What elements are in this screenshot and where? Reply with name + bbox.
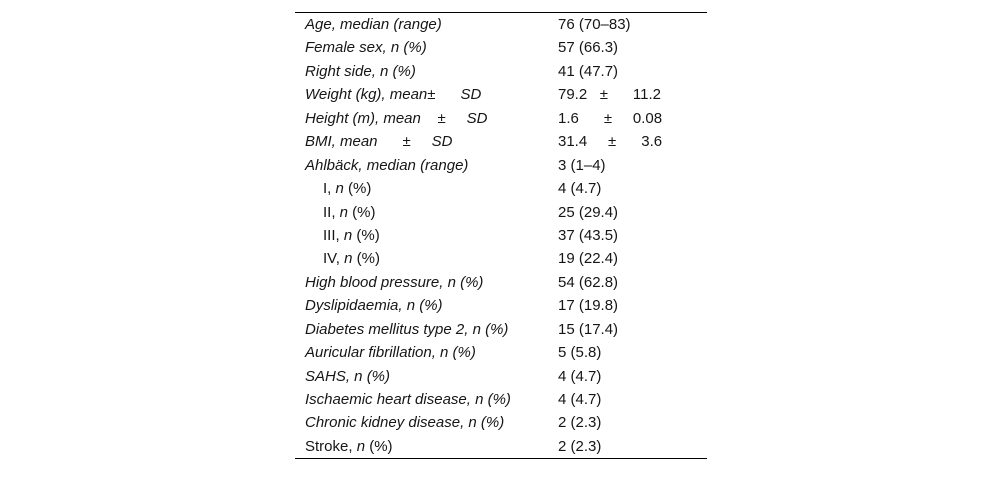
row-value: 2 (2.3) bbox=[558, 437, 602, 455]
row-value: 4 (4.7) bbox=[558, 391, 602, 408]
row-value: 37 (43.5) bbox=[558, 226, 619, 244]
label-segment: n bbox=[344, 250, 353, 268]
row-label: Right side, n (%) bbox=[295, 60, 558, 83]
row-value: 57 (66.3) bbox=[558, 39, 619, 57]
row-value: 5 (5.8) bbox=[558, 344, 602, 362]
label-segment: I, bbox=[323, 180, 336, 198]
label-segment: Height (m), mean ± SD bbox=[305, 109, 488, 127]
table-row: Right side, n (%) 41 (47.7) bbox=[295, 60, 707, 83]
patient-characteristics-table: Age, median (range) 76 (70–83) Female se… bbox=[295, 12, 707, 460]
table-row: SAHS, n (%) 4 (4.7) bbox=[295, 365, 707, 388]
row-value: 79.2 ± 11.2 bbox=[558, 86, 662, 104]
label-segment: IV, bbox=[323, 250, 345, 268]
label-segment: Dyslipidaemia, n (%) bbox=[305, 297, 443, 315]
table-row: III, n (%) 37 (43.5) bbox=[295, 224, 707, 247]
label-segment: Female sex, n (%) bbox=[305, 39, 427, 57]
row-value: 4 (4.7) bbox=[558, 180, 602, 198]
label-segment: Diabetes mellitus type 2, n (%) bbox=[305, 320, 509, 338]
row-label: I, n (%) bbox=[295, 177, 558, 200]
label-segment: Stroke, bbox=[305, 437, 357, 455]
table-row: I, n (%) 4 (4.7) bbox=[295, 177, 707, 200]
label-segment: II, bbox=[323, 203, 340, 221]
table-row: Auricular fibrillation, n (%) 5 (5.8) bbox=[295, 341, 707, 364]
table-row: Ischaemic heart disease, n (%) 4 (4.7) bbox=[295, 388, 707, 411]
row-value: 2 (2.3) bbox=[558, 414, 602, 432]
row-label: Auricular fibrillation, n (%) bbox=[295, 341, 558, 364]
table-row: High blood pressure, n (%) 54 (62.8) bbox=[295, 271, 707, 294]
row-label: II, n (%) bbox=[295, 201, 558, 224]
row-label: Ischaemic heart disease, n (%) bbox=[295, 388, 558, 411]
row-value: 25 (29.4) bbox=[558, 203, 619, 221]
label-segment: BMI, mean ± SD bbox=[305, 133, 453, 151]
row-label: Diabetes mellitus type 2, n (%) bbox=[295, 318, 558, 341]
label-segment: High blood pressure, n (%) bbox=[305, 273, 484, 291]
row-value: 17 (19.8) bbox=[558, 297, 619, 315]
row-label: Chronic kidney disease, n (%) bbox=[295, 411, 558, 434]
label-segment: Auricular fibrillation, n (%) bbox=[305, 344, 476, 362]
row-label: Stroke, n (%) bbox=[295, 435, 558, 458]
label-segment: n bbox=[339, 203, 349, 221]
label-segment: n bbox=[356, 437, 366, 455]
row-value: 19 (22.4) bbox=[558, 250, 619, 268]
row-value: 41 (47.7) bbox=[558, 62, 619, 80]
label-segment: Chronic kidney disease, n (%) bbox=[305, 414, 505, 432]
label-segment: Right side, n (%) bbox=[305, 62, 416, 80]
label-segment: Ischaemic heart disease, n (%) bbox=[305, 391, 511, 408]
label-segment: SAHS, n (%) bbox=[305, 367, 391, 385]
label-segment: (%) bbox=[348, 203, 376, 221]
row-value: 4 (4.7) bbox=[558, 367, 602, 385]
row-value: 3 (1–4) bbox=[558, 156, 606, 174]
label-segment: III, bbox=[323, 226, 344, 244]
table-row: Chronic kidney disease, n (%) 2 (2.3) bbox=[295, 411, 707, 434]
row-label: BMI, mean ± SD bbox=[295, 130, 558, 153]
table-row: BMI, mean ± SD 31.4 ± 3.6 bbox=[295, 130, 707, 153]
row-value: 1.6 ± 0.08 bbox=[558, 109, 663, 127]
label-segment: (%) bbox=[343, 180, 372, 198]
row-label: Age, median (range) bbox=[295, 13, 558, 36]
table-row: Female sex, n (%) 57 (66.3) bbox=[295, 36, 707, 59]
row-label: Dyslipidaemia, n (%) bbox=[295, 294, 558, 317]
table-row: Height (m), mean ± SD 1.6 ± 0.08 bbox=[295, 107, 707, 130]
table-row: Diabetes mellitus type 2, n (%) 15 (17.4… bbox=[295, 318, 707, 341]
table-row: II, n (%) 25 (29.4) bbox=[295, 201, 707, 224]
row-value: 76 (70–83) bbox=[558, 16, 631, 33]
table-row: Ahlbäck, median (range) 3 (1–4) bbox=[295, 154, 707, 177]
label-segment: Age, median (range) bbox=[305, 16, 442, 33]
label-segment: (%) bbox=[352, 250, 380, 268]
row-label: Ahlbäck, median (range) bbox=[295, 154, 558, 177]
row-label: High blood pressure, n (%) bbox=[295, 271, 558, 294]
row-value: 15 (17.4) bbox=[558, 320, 619, 338]
row-label: Female sex, n (%) bbox=[295, 36, 558, 59]
row-label: Height (m), mean ± SD bbox=[295, 107, 558, 130]
row-label: III, n (%) bbox=[295, 224, 558, 247]
label-segment: Ahlbäck, median (range) bbox=[305, 156, 469, 174]
table-row: Weight (kg), mean± SD 79.2 ± 11.2 bbox=[295, 83, 707, 106]
label-segment: Weight (kg), mean± SD bbox=[305, 86, 482, 104]
row-label: Weight (kg), mean± SD bbox=[295, 83, 558, 106]
table-rows: Age, median (range) 76 (70–83) Female se… bbox=[295, 13, 707, 458]
label-segment: (%) bbox=[365, 437, 393, 455]
label-segment: n bbox=[343, 226, 353, 244]
row-label: IV, n (%) bbox=[295, 247, 558, 270]
table-row: IV, n (%) 19 (22.4) bbox=[295, 247, 707, 270]
label-segment: n bbox=[335, 180, 344, 198]
label-segment: (%) bbox=[352, 226, 380, 244]
row-label: SAHS, n (%) bbox=[295, 365, 558, 388]
table-row: Age, median (range) 76 (70–83) bbox=[295, 13, 707, 36]
row-value: 54 (62.8) bbox=[558, 273, 619, 291]
row-value: 31.4 ± 3.6 bbox=[558, 133, 663, 151]
table-row: Stroke, n (%) 2 (2.3) bbox=[295, 435, 707, 458]
table-row: Dyslipidaemia, n (%) 17 (19.8) bbox=[295, 294, 707, 317]
